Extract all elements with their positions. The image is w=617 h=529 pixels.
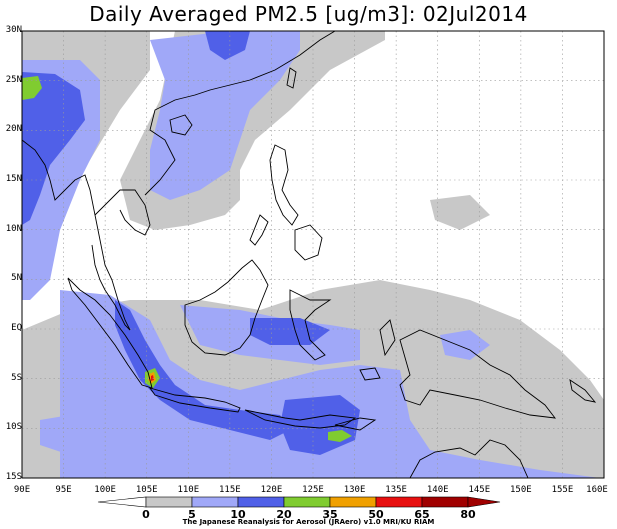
colorbar-swatch (467, 496, 501, 508)
colorbar-swatch (145, 496, 193, 508)
colorbar-swatch (191, 496, 239, 508)
colorbar-swatch (329, 496, 377, 508)
longitude-label: 95E (55, 485, 72, 495)
colorbar-label: 50 (368, 508, 384, 521)
colorbar-swatch (375, 496, 423, 508)
longitude-label: 140E (426, 485, 449, 495)
latitude-label: 25N (5, 74, 22, 85)
longitude-label: 120E (260, 485, 283, 495)
pm25-field (22, 31, 604, 478)
colorbar-swatch (237, 496, 285, 508)
latitude-label: 5N (11, 273, 22, 284)
longitude-label: 130E (343, 485, 366, 495)
colorbar-label: 35 (322, 508, 338, 521)
colorbar-label: 65 (414, 508, 430, 521)
colorbar-swatch (283, 496, 331, 508)
longitude-label: 110E (177, 485, 200, 495)
latitude-label: 15S (5, 472, 22, 482)
coastlines (22, 31, 597, 478)
longitude-label: 90E (13, 485, 31, 495)
map-frame (21, 30, 605, 479)
colorbar-label: 5 (188, 508, 196, 521)
latitude-label: 20N (5, 124, 22, 135)
longitude-label: 135E (385, 485, 407, 495)
longitude-label: 115E (219, 485, 241, 495)
latitude-label: 5S (11, 372, 22, 383)
colorbar-swatch (421, 496, 469, 508)
latitude-label: 15N (5, 174, 22, 184)
credit-text: The Japanese Reanalysis for Aerosol (JRA… (182, 518, 435, 526)
latitude-label: 10N (5, 223, 22, 234)
latitude-label: EQ (11, 323, 22, 333)
colorbar-swatch (97, 496, 147, 508)
longitude-label: 105E (135, 485, 158, 495)
map-title: Daily Averaged PM2.5 [ug/m3]: 02Jul2014 (89, 2, 528, 26)
colorbar-label: 20 (276, 508, 292, 521)
longitude-label: 125E (302, 485, 324, 495)
colorbar-label: 0 (142, 508, 150, 521)
longitude-label: 100E (94, 485, 116, 495)
colorbar-label: 80 (460, 508, 476, 521)
longitude-label: 155E (551, 485, 574, 495)
longitude-label: 160E (586, 485, 608, 495)
longitude-label: 150E (510, 485, 532, 495)
colorbar-label: 10 (230, 508, 246, 521)
colorbar (97, 496, 501, 508)
longitude-label: 145E (468, 485, 491, 495)
latitude-label: 10S (5, 422, 22, 433)
latitude-label: 30N (5, 25, 22, 35)
